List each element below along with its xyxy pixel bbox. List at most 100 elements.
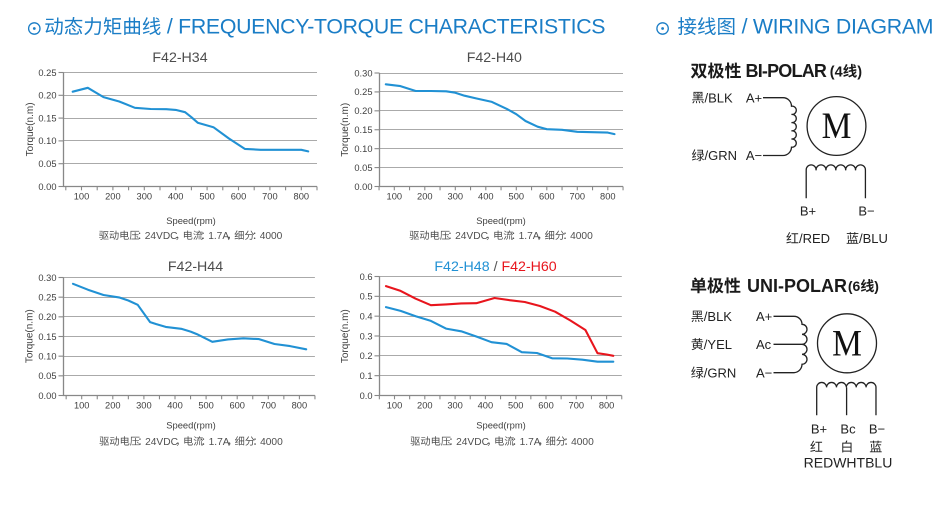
- svg-text:/ WIRING DIAGRAM: / WIRING DIAGRAM: [736, 15, 933, 39]
- svg-text:0.25: 0.25: [38, 68, 56, 78]
- svg-text:200: 200: [105, 401, 121, 411]
- svg-text:0.15: 0.15: [354, 125, 372, 135]
- svg-text:A−: A−: [756, 365, 772, 380]
- svg-text:24VDC: 24VDC: [455, 231, 488, 242]
- svg-text:24VDC: 24VDC: [145, 437, 178, 448]
- svg-text:): ): [857, 64, 862, 80]
- svg-text:0.20: 0.20: [38, 312, 56, 322]
- svg-text:B+: B+: [800, 203, 816, 218]
- svg-text:F42-H60: F42-H60: [502, 259, 557, 275]
- svg-text:A+: A+: [746, 90, 762, 105]
- svg-text:200: 200: [417, 401, 433, 411]
- svg-text:500: 500: [509, 192, 525, 202]
- svg-text:1.7A: 1.7A: [520, 437, 541, 448]
- svg-text:Torque(n.m): Torque(n.m): [340, 103, 351, 157]
- svg-text:0.05: 0.05: [38, 159, 56, 169]
- svg-text:200: 200: [105, 192, 121, 202]
- svg-text:/BLU: /BLU: [859, 231, 888, 246]
- svg-text:4000: 4000: [260, 231, 283, 242]
- svg-text:/BLK: /BLK: [705, 90, 734, 105]
- svg-text:100: 100: [74, 401, 90, 411]
- svg-text:0.00: 0.00: [38, 182, 56, 192]
- svg-text:0.10: 0.10: [38, 136, 56, 146]
- svg-text:B+: B+: [811, 421, 827, 436]
- svg-text:0.6: 0.6: [360, 272, 373, 282]
- svg-text:A+: A+: [756, 309, 772, 324]
- svg-text:0.1: 0.1: [360, 371, 373, 381]
- svg-text:600: 600: [231, 192, 247, 202]
- svg-text:0.4: 0.4: [360, 312, 373, 322]
- svg-text:600: 600: [538, 401, 554, 411]
- svg-text:0.30: 0.30: [354, 68, 372, 78]
- svg-text:0.25: 0.25: [38, 293, 56, 303]
- svg-text:4000: 4000: [570, 231, 593, 242]
- svg-text:24VDC: 24VDC: [145, 231, 178, 242]
- svg-text:0.05: 0.05: [354, 163, 372, 173]
- svg-text:Speed(rpm): Speed(rpm): [166, 420, 216, 431]
- svg-text:A−: A−: [746, 148, 762, 163]
- svg-text:300: 300: [447, 401, 463, 411]
- svg-text:/GRN: /GRN: [705, 148, 738, 163]
- svg-text:0.0: 0.0: [360, 391, 373, 401]
- svg-text:1.7A: 1.7A: [519, 231, 540, 242]
- svg-text:REDWHTBLU: REDWHTBLU: [804, 455, 893, 471]
- svg-text:500: 500: [199, 192, 215, 202]
- svg-text:(4: (4: [830, 64, 843, 80]
- svg-text:700: 700: [262, 192, 278, 202]
- svg-text:0.05: 0.05: [38, 371, 56, 381]
- svg-text:100: 100: [387, 401, 403, 411]
- svg-text:4000: 4000: [260, 437, 283, 448]
- svg-text:Torque(n.m): Torque(n.m): [340, 309, 351, 363]
- svg-text:): ): [874, 278, 879, 294]
- svg-text:400: 400: [478, 401, 494, 411]
- svg-text:200: 200: [417, 192, 433, 202]
- svg-text:0.00: 0.00: [354, 182, 372, 192]
- svg-text:Speed(rpm): Speed(rpm): [476, 215, 526, 226]
- svg-text:24VDC: 24VDC: [456, 437, 489, 448]
- svg-text:/: /: [490, 259, 502, 275]
- svg-text:B−: B−: [858, 203, 874, 218]
- svg-text:Speed(rpm): Speed(rpm): [166, 215, 216, 226]
- svg-text:/YEL: /YEL: [704, 337, 732, 352]
- svg-text:B−: B−: [869, 421, 885, 436]
- svg-text:0.30: 0.30: [38, 273, 56, 283]
- svg-text:500: 500: [508, 401, 524, 411]
- svg-text:UNI-POLAR: UNI-POLAR: [747, 276, 847, 296]
- svg-text:M: M: [832, 322, 862, 363]
- svg-text:/ FREQUENCY-TORQUE CHARACTERIS: / FREQUENCY-TORQUE CHARACTERISTICS: [161, 15, 605, 39]
- svg-text:Bc: Bc: [840, 421, 856, 436]
- svg-text:0.00: 0.00: [38, 391, 56, 401]
- svg-text:600: 600: [229, 401, 245, 411]
- svg-text:/BLK: /BLK: [704, 309, 733, 324]
- svg-text:0.2: 0.2: [360, 351, 373, 361]
- svg-text:(6: (6: [848, 278, 861, 294]
- svg-text:800: 800: [600, 192, 616, 202]
- svg-text:700: 700: [569, 401, 585, 411]
- svg-text:100: 100: [387, 192, 403, 202]
- svg-text:Torque(n.m): Torque(n.m): [25, 102, 36, 156]
- svg-text:700: 700: [570, 192, 586, 202]
- svg-text:0.20: 0.20: [38, 91, 56, 101]
- svg-text:F42-H40: F42-H40: [467, 50, 522, 66]
- svg-text:F42-H34: F42-H34: [152, 50, 207, 66]
- svg-text:BI-POLAR: BI-POLAR: [746, 61, 827, 81]
- svg-text:/GRN: /GRN: [704, 365, 737, 380]
- svg-text:0.15: 0.15: [38, 332, 56, 342]
- svg-text:600: 600: [539, 192, 555, 202]
- svg-text:0.3: 0.3: [360, 331, 373, 341]
- svg-text:Torque(n.m): Torque(n.m): [25, 309, 36, 363]
- svg-text:300: 300: [137, 192, 153, 202]
- svg-text:700: 700: [261, 401, 277, 411]
- svg-text:0.20: 0.20: [354, 106, 372, 116]
- svg-text:/RED: /RED: [799, 231, 830, 246]
- svg-text:100: 100: [74, 192, 90, 202]
- svg-text:800: 800: [292, 401, 308, 411]
- svg-text:1.7A: 1.7A: [209, 437, 230, 448]
- svg-text:500: 500: [198, 401, 214, 411]
- svg-text:0.10: 0.10: [38, 352, 56, 362]
- svg-text:300: 300: [136, 401, 152, 411]
- svg-text:M: M: [822, 105, 852, 146]
- svg-text:800: 800: [294, 192, 310, 202]
- svg-text:Ac: Ac: [756, 337, 772, 352]
- svg-text:F42-H44: F42-H44: [168, 259, 223, 275]
